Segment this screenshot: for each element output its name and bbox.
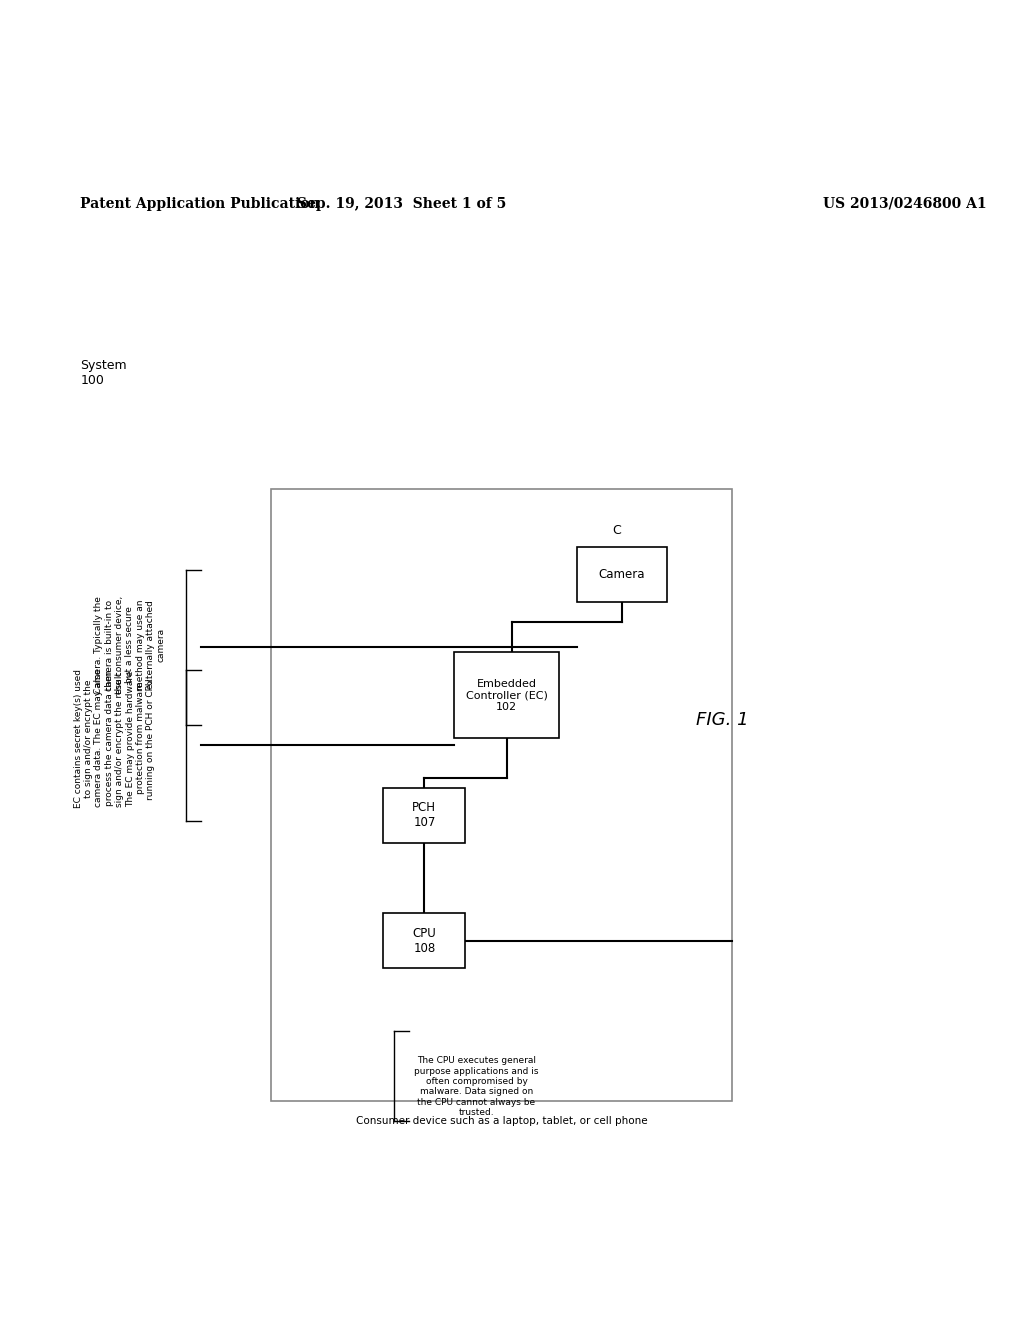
Bar — [577, 546, 668, 602]
Bar — [454, 652, 559, 738]
Text: Camera: Camera — [599, 568, 645, 581]
Text: US 2013/0246800 A1: US 2013/0246800 A1 — [822, 197, 986, 210]
Text: Patent Application Publication: Patent Application Publication — [80, 197, 319, 210]
Text: Embedded
Controller (EC)
102: Embedded Controller (EC) 102 — [466, 678, 548, 711]
Text: Consumer device such as a laptop, tablet, or cell phone: Consumer device such as a laptop, tablet… — [355, 1117, 647, 1126]
Bar — [383, 913, 466, 969]
Text: Camera. Typically the
camera is built-in to
the consumer device,
but a less secu: Camera. Typically the camera is built-in… — [94, 595, 166, 694]
Text: CPU
108: CPU 108 — [413, 927, 436, 954]
Bar — [271, 490, 732, 1101]
Text: FIG. 1: FIG. 1 — [696, 711, 749, 729]
Text: Sep. 19, 2013  Sheet 1 of 5: Sep. 19, 2013 Sheet 1 of 5 — [297, 197, 506, 210]
Text: PCH
107: PCH 107 — [413, 801, 436, 829]
Text: C: C — [612, 524, 622, 537]
Text: EC contains secret key(s) used
to sign and/or encrypt the
camera data. The EC ma: EC contains secret key(s) used to sign a… — [74, 669, 156, 808]
Text: System
100: System 100 — [80, 359, 127, 387]
Text: The CPU executes general
purpose applications and is
often compromised by
malwar: The CPU executes general purpose applica… — [415, 1056, 539, 1117]
Bar — [383, 788, 466, 843]
